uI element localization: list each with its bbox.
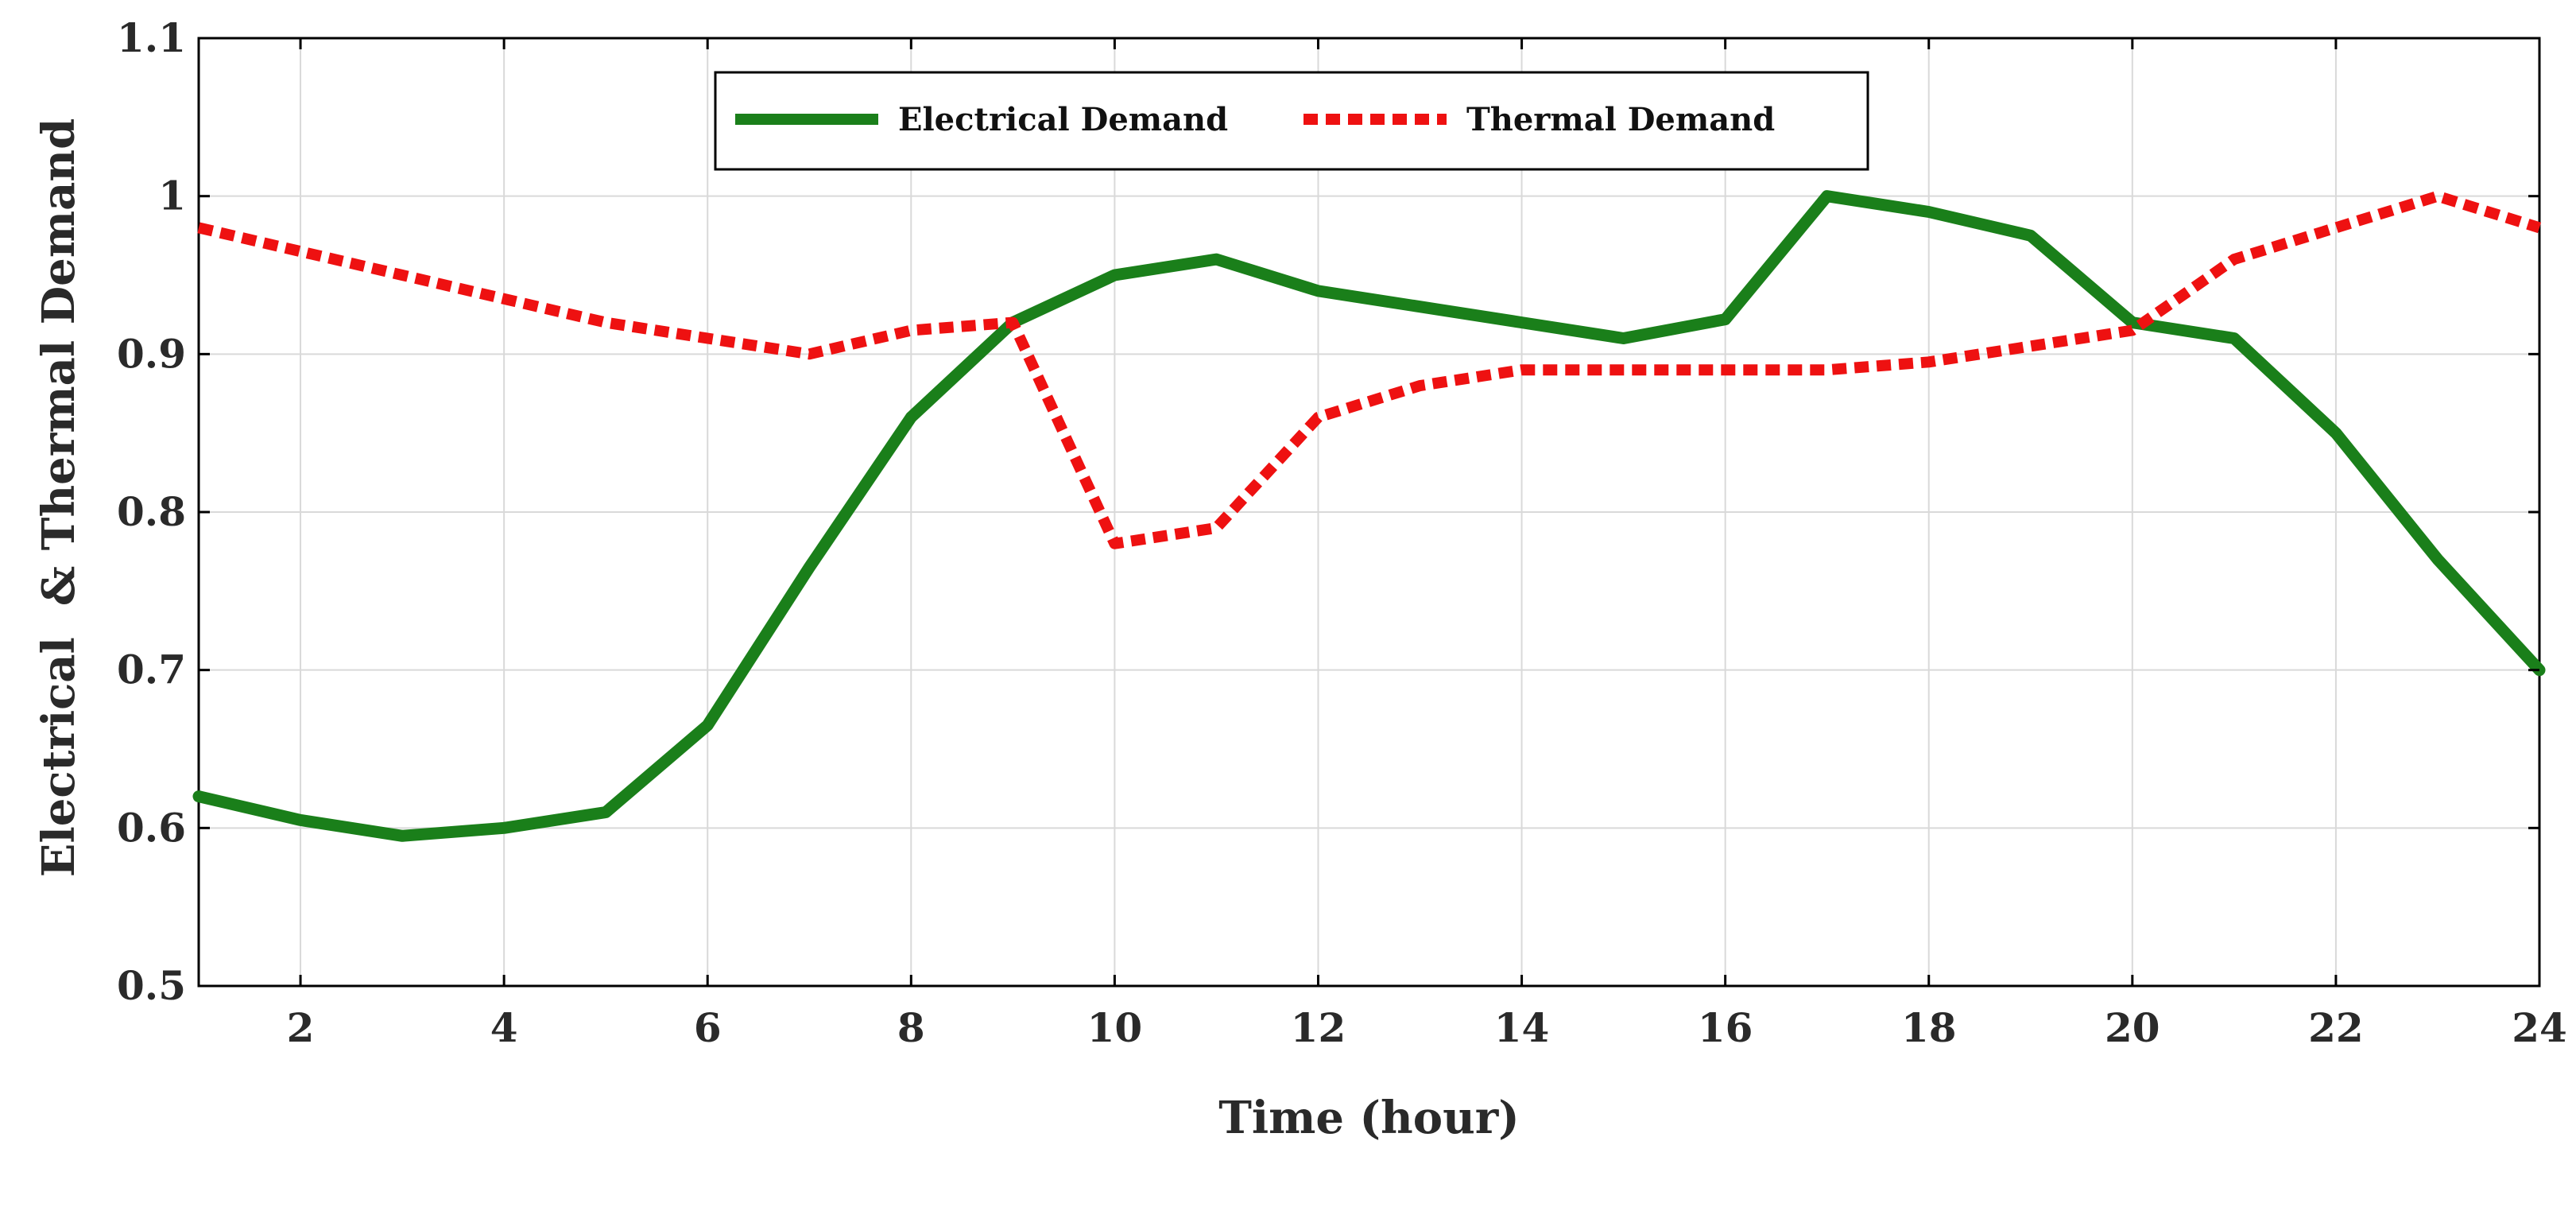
y-tick-label: 1 xyxy=(158,173,186,219)
legend-label-thermal-demand: Thermal Demand xyxy=(1466,101,1775,138)
x-tick-label: 12 xyxy=(1291,1004,1346,1051)
y-tick-label: 0.9 xyxy=(117,330,186,377)
x-tick-label: 24 xyxy=(2512,1004,2567,1051)
y-tick-label: 1.1 xyxy=(117,14,186,61)
x-tick-label: 6 xyxy=(694,1004,722,1051)
y-axis-label: Electrical & Thermal Demand xyxy=(33,118,85,877)
x-tick-label: 8 xyxy=(897,1004,925,1051)
y-tick-label: 0.8 xyxy=(117,488,186,535)
series-line-thermal-demand xyxy=(197,190,2542,549)
grid xyxy=(199,38,2539,986)
x-tick-label: 20 xyxy=(2105,1004,2160,1051)
x-tick-label: 10 xyxy=(1087,1004,1143,1051)
x-tick-label: 4 xyxy=(490,1004,518,1051)
y-tick-label: 0.7 xyxy=(117,646,186,693)
x-tick-label: 14 xyxy=(1494,1004,1550,1051)
y-tick-label: 0.6 xyxy=(117,804,186,851)
x-tick-label: 16 xyxy=(1698,1004,1753,1051)
legend-box xyxy=(714,71,1869,171)
x-tick-label: 22 xyxy=(2308,1004,2364,1051)
x-tick-label: 2 xyxy=(287,1004,315,1051)
legend: Electrical Demand Thermal Demand xyxy=(714,71,1869,171)
x-axis-ticks: 2 4 6 8 10 12 14 16 18 20 22 24 xyxy=(287,38,2567,1051)
y-axis-ticks: 0.5 0.6 0.7 0.8 0.9 1 1.1 xyxy=(117,14,2539,1009)
series-layer xyxy=(192,190,2546,842)
x-axis-label: Time (hour) xyxy=(1218,1092,1520,1144)
x-tick-label: 18 xyxy=(1901,1004,1957,1051)
legend-label-electrical-demand: Electrical Demand xyxy=(898,101,1228,138)
y-tick-label: 0.5 xyxy=(117,962,186,1009)
